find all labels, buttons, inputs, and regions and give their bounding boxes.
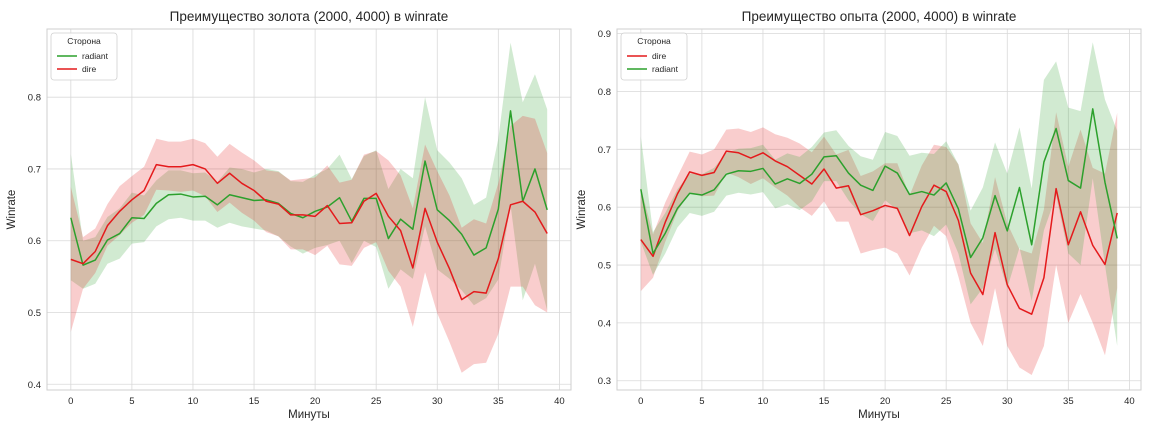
- plot-frame: [616, 28, 1142, 391]
- x-tick-label: 40: [554, 396, 565, 407]
- legend: Сторона dire radiant: [620, 32, 688, 81]
- series-line-radiant: [70, 110, 548, 266]
- ci-band-radiant: [640, 42, 1118, 347]
- y-tick-label: 0.5: [28, 308, 41, 319]
- x-tick-label: 10: [188, 396, 199, 407]
- chart-gold: 0 5 10 15 20 25 30 35 40 0.4 0.5 0.6 0.7 0.8 Преимущес…: [6, 9, 572, 421]
- x-tick-label: 40: [1124, 396, 1135, 407]
- y-tick-label: 0.6: [28, 236, 41, 247]
- x-tick-label: 35: [1063, 396, 1074, 407]
- ci-band-radiant: [70, 42, 548, 311]
- x-axis-label: Минуты: [288, 409, 330, 421]
- plot-area: [47, 29, 571, 390]
- y-tick-label: 0.7: [28, 164, 41, 175]
- y-tick-label: 0.6: [598, 203, 611, 214]
- x-tick-label: 0: [68, 396, 73, 407]
- x-axis-label: Минуты: [858, 409, 900, 421]
- x-tick-label: 30: [1002, 396, 1013, 407]
- x-tick-label: 10: [758, 396, 769, 407]
- y-tick-label: 0.8: [598, 87, 611, 98]
- series-line-dire: [640, 150, 1118, 315]
- legend-title: Сторона: [67, 36, 101, 46]
- x-tick-label: 15: [249, 396, 260, 407]
- legend: Сторона radiant dire: [50, 32, 118, 81]
- x-tick-label: 5: [699, 396, 704, 407]
- y-tick-label: 0.3: [598, 376, 611, 387]
- y-tick-label: 0.9: [598, 29, 611, 40]
- legend-label-radiant: radiant: [652, 64, 679, 74]
- legend-label-radiant: radiant: [82, 51, 109, 61]
- x-tick-label: 35: [493, 396, 504, 407]
- x-tick-label: 20: [310, 396, 321, 407]
- y-axis-label: Winrate: [6, 190, 18, 230]
- ci-band-dire: [640, 112, 1118, 375]
- x-tick-label: 0: [638, 396, 643, 407]
- plot-frame: [46, 28, 572, 391]
- legend-label-dire: dire: [652, 51, 666, 61]
- series-line-dire: [70, 163, 548, 301]
- y-tick-label: 0.8: [28, 93, 41, 104]
- x-tick-label: 25: [371, 396, 382, 407]
- y-tick-label: 0.4: [28, 380, 41, 391]
- y-axis-label: Winrate: [576, 190, 588, 230]
- y-tick-label: 0.4: [598, 318, 611, 329]
- x-tick-label: 5: [129, 396, 134, 407]
- series-line-radiant: [640, 108, 1118, 259]
- y-tick-label: 0.7: [598, 145, 611, 156]
- chart-title: Преимущество опыта (2000, 4000) в winrat…: [742, 9, 1017, 24]
- chart-title: Преимущество золота (2000, 4000) в winra…: [170, 9, 449, 24]
- legend-title: Сторона: [637, 36, 671, 46]
- y-tick-label: 0.5: [598, 261, 611, 272]
- x-tick-label: 25: [941, 396, 952, 407]
- x-tick-label: 30: [432, 396, 443, 407]
- ci-band-dire: [70, 115, 548, 373]
- legend-label-dire: dire: [82, 64, 96, 74]
- x-tick-label: 20: [880, 396, 891, 407]
- x-tick-label: 15: [819, 396, 830, 407]
- chart-xp: 0 5 10 15 20 25 30 35 40 0.3 0.4 0.5 0.6 0.7 0.8 0.9 Пре…: [576, 9, 1142, 421]
